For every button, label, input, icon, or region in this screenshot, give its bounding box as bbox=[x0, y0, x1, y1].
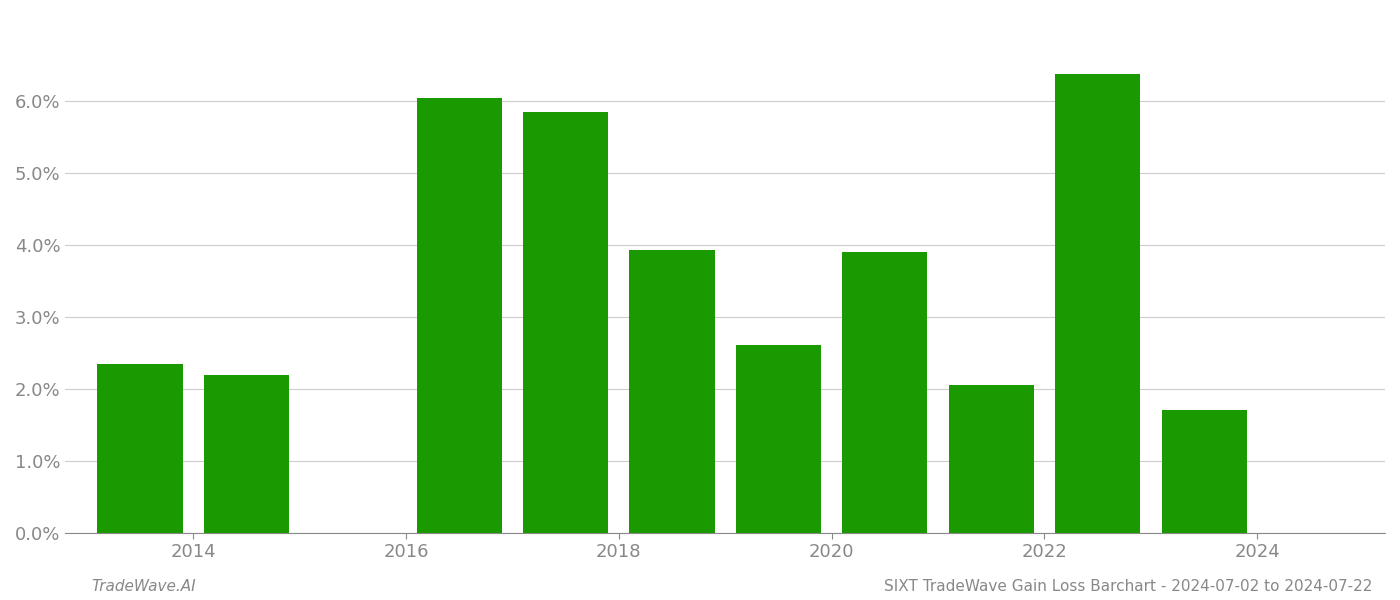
Text: SIXT TradeWave Gain Loss Barchart - 2024-07-02 to 2024-07-22: SIXT TradeWave Gain Loss Barchart - 2024… bbox=[883, 579, 1372, 594]
Bar bbox=[417, 98, 501, 533]
Bar bbox=[524, 112, 608, 533]
Bar bbox=[98, 364, 182, 533]
Bar bbox=[204, 375, 288, 533]
Bar bbox=[736, 345, 820, 533]
Bar bbox=[949, 385, 1033, 533]
Bar bbox=[843, 252, 927, 533]
Bar bbox=[630, 250, 714, 533]
Bar bbox=[1162, 410, 1246, 533]
Text: TradeWave.AI: TradeWave.AI bbox=[91, 579, 196, 594]
Bar bbox=[1056, 74, 1140, 533]
